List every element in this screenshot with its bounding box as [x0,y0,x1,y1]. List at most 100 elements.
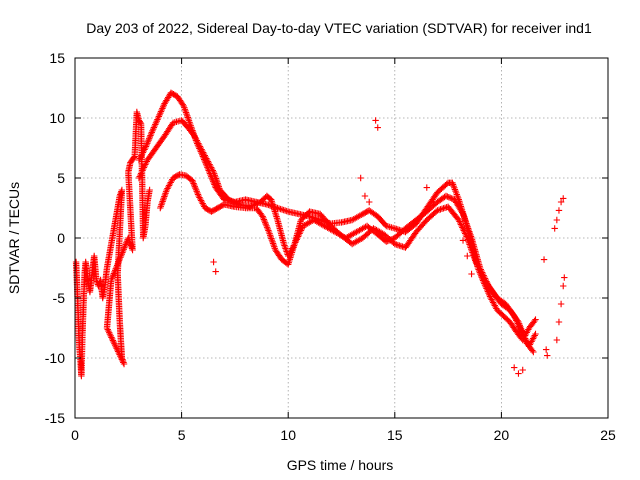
data-point [109,337,117,344]
x-tick-label: 5 [178,427,186,443]
data-point [459,225,467,233]
data-point [475,264,482,272]
data-point [442,192,450,200]
data-point [372,117,379,124]
data-point [190,181,198,189]
data-point [254,200,261,207]
data-point [366,198,373,206]
data-point [262,221,270,228]
data-point [226,197,234,204]
data-point [259,213,266,220]
data-point [119,357,126,365]
data-point [448,195,455,202]
data-point [261,219,269,226]
data-point [423,184,430,191]
data-point [456,218,463,225]
data-point [120,359,127,366]
data-point [532,330,539,338]
data-point [117,354,125,361]
data-point [145,137,152,144]
data-point [472,258,480,266]
data-point [445,194,453,201]
data-point [468,270,475,278]
data-point [142,144,149,152]
axis-ticks: 0 5 10 15 20 25 -15 -10 -5 0 5 10 15 [45,50,616,443]
data-point [108,334,115,341]
x-tick-label: 15 [387,427,403,443]
data-point [118,356,126,363]
data-point [260,214,267,222]
data-point [473,260,480,267]
data-point [540,256,548,263]
data-point [147,132,154,139]
data-point [225,196,232,203]
x-tick-label: 0 [71,427,79,443]
data-point [477,269,484,276]
x-axis-label: GPS time / hours [287,457,394,473]
data-point [232,199,240,207]
data-point [532,316,539,323]
data-point [561,274,568,281]
data-point [361,192,369,200]
data-point [457,221,465,228]
data-point [519,366,526,374]
data-point [458,209,466,216]
data-point [510,364,518,371]
y-axis-label: SDTVAR / TECUs [6,182,22,294]
data-point [374,124,381,131]
data-point [443,180,450,188]
data-point [515,370,522,377]
data-point [530,348,537,356]
data-point [137,119,144,126]
data-point [463,233,470,240]
data-point [192,185,199,192]
data-point [263,224,271,231]
data-point [147,130,155,138]
data-point [210,258,217,266]
data-point [544,352,551,359]
data-point [474,261,481,269]
data-point [358,211,365,219]
x-tick-label: 20 [494,427,510,443]
data-point [194,189,201,197]
data-point [462,231,470,239]
data-point [464,252,471,260]
data-point [479,272,486,279]
data-point [234,200,241,207]
data-point [106,331,114,338]
data-point [261,217,268,225]
y-tick-label: 5 [57,170,65,186]
data-point [209,167,216,174]
data-point [461,230,469,237]
data-point [110,338,117,346]
data-point [557,300,565,308]
data-point [447,194,454,201]
data-point [456,219,464,227]
data-point [553,336,561,344]
y-tick-label: -15 [45,410,65,426]
data-point [560,282,567,290]
y-tick-label: -5 [53,290,66,306]
data-point [189,178,197,186]
data-point [263,222,270,229]
data-point [120,360,128,368]
data-point [111,340,118,347]
data-point [189,177,196,184]
data-point [179,101,187,108]
data-point [194,191,202,198]
data-point [458,222,465,230]
data-point [474,263,482,270]
data-point [117,352,124,360]
data-point [142,143,150,150]
data-point [264,225,271,233]
x-tick-label: 10 [280,427,296,443]
data-point [144,140,151,147]
data-point [555,318,563,326]
data-point [531,317,538,325]
data-point [444,193,451,200]
chart-title: Day 203 of 2022, Sidereal Day-to-day VTE… [86,20,592,36]
data-point [192,186,200,193]
y-tick-label: 15 [49,50,65,66]
data-point [260,216,268,223]
